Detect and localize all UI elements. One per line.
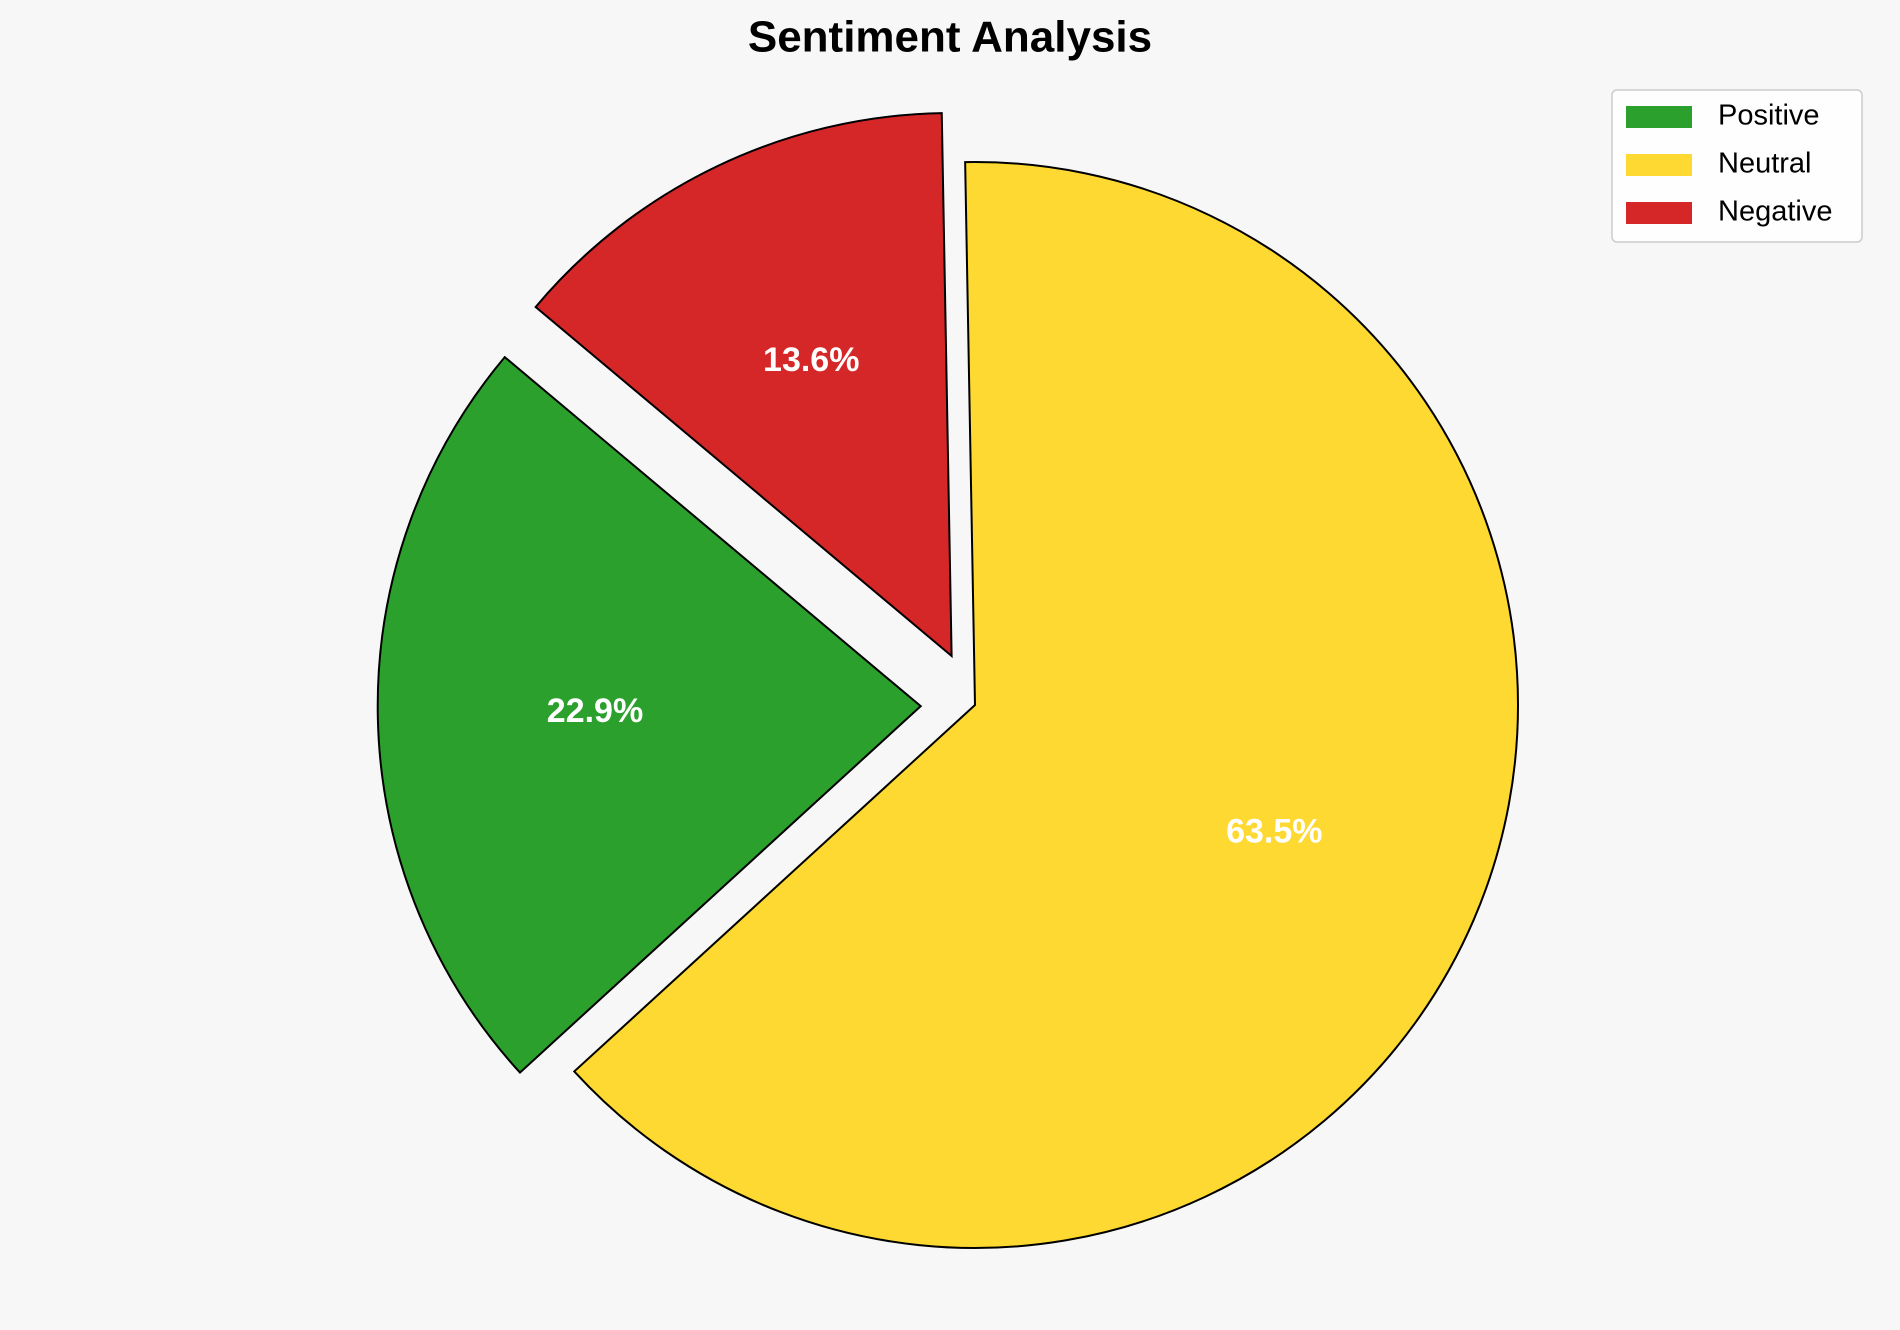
legend-label: Negative [1718,196,1832,228]
pie-slice [376,355,923,1074]
legend-swatch [1626,154,1692,176]
pie-slice [534,112,953,659]
value-label: 63.5% [1226,813,1322,851]
legend-label: Positive [1718,100,1820,132]
chart-title: Sentiment Analysis [748,13,1152,62]
legend-swatch [1626,202,1692,224]
legend-label: Neutral [1718,148,1812,180]
legend-swatch [1626,106,1692,128]
value-label: 22.9% [547,692,643,730]
value-label: 13.6% [763,341,859,379]
pie-slice [572,161,1519,1249]
